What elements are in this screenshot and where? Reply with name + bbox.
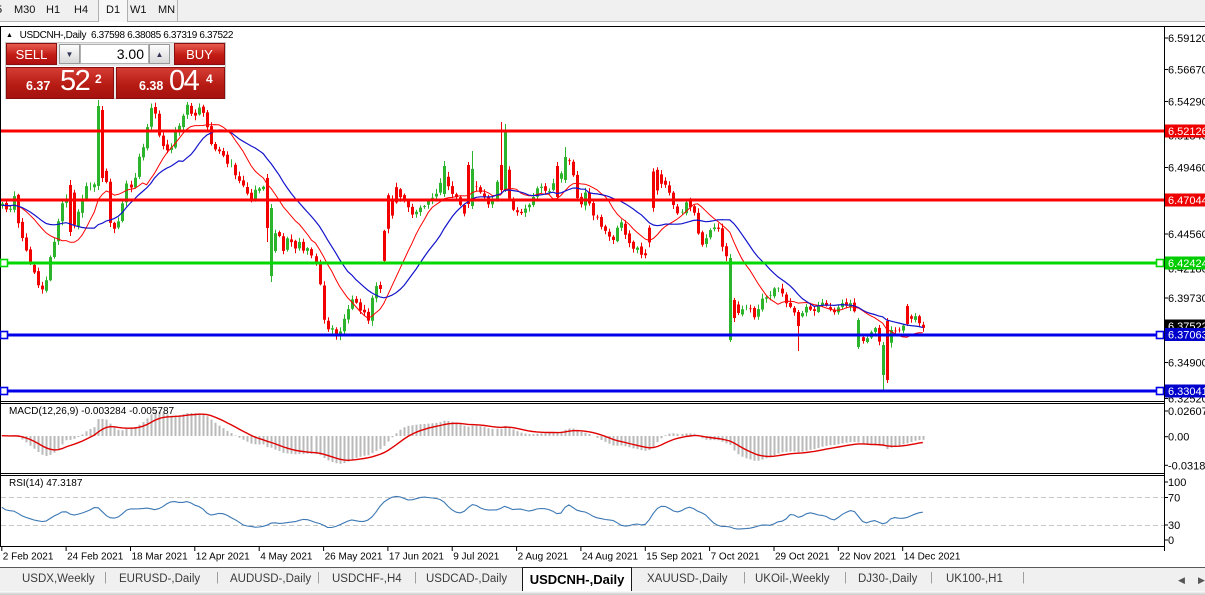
svg-text:6.47044: 6.47044	[1168, 195, 1205, 207]
svg-text:70: 70	[1168, 493, 1180, 505]
svg-text:14 Dec 2021: 14 Dec 2021	[904, 552, 961, 563]
svg-text:12 Apr 2021: 12 Apr 2021	[196, 552, 250, 563]
svg-text:RSI(14) 47.3187: RSI(14) 47.3187	[9, 478, 83, 489]
svg-text:2 Aug 2021: 2 Aug 2021	[518, 552, 569, 563]
svg-text:26 May 2021: 26 May 2021	[325, 552, 383, 563]
svg-text:7 Oct 2021: 7 Oct 2021	[711, 552, 760, 563]
svg-text:MACD(12,26,9) -0.003284 -0.005: MACD(12,26,9) -0.003284 -0.005787	[9, 406, 175, 417]
svg-text:6.39730: 6.39730	[1168, 293, 1205, 305]
svg-text:30: 30	[1168, 520, 1180, 532]
svg-text:6.54290: 6.54290	[1168, 97, 1205, 109]
svg-text:0.00: 0.00	[1168, 432, 1189, 444]
svg-text:6.34900: 6.34900	[1168, 358, 1205, 370]
svg-text:9 Jul 2021: 9 Jul 2021	[453, 552, 500, 563]
svg-text:6.59120: 6.59120	[1168, 33, 1205, 45]
svg-text:0: 0	[1168, 535, 1174, 547]
svg-text:22 Nov 2021: 22 Nov 2021	[839, 552, 896, 563]
svg-text:18 Mar 2021: 18 Mar 2021	[132, 552, 189, 563]
svg-text:15 Sep 2021: 15 Sep 2021	[646, 552, 703, 563]
svg-text:2 Feb 2021: 2 Feb 2021	[3, 552, 54, 563]
svg-text:6.52126: 6.52126	[1168, 126, 1205, 138]
svg-text:24 Aug 2021: 24 Aug 2021	[582, 552, 639, 563]
svg-text:0.02607: 0.02607	[1168, 406, 1205, 418]
svg-text:17 Jun 2021: 17 Jun 2021	[389, 552, 444, 563]
svg-text:6.56670: 6.56670	[1168, 65, 1205, 77]
svg-text:6.49460: 6.49460	[1168, 163, 1205, 175]
svg-text:24 Feb 2021: 24 Feb 2021	[67, 552, 124, 563]
svg-text:4 May 2021: 4 May 2021	[260, 552, 313, 563]
svg-text:6.42424: 6.42424	[1168, 258, 1205, 270]
svg-text:6.33041: 6.33041	[1168, 386, 1205, 398]
svg-text:6.44560: 6.44560	[1168, 229, 1205, 241]
svg-text:100: 100	[1168, 477, 1186, 489]
svg-text:-0.03187: -0.03187	[1168, 460, 1205, 472]
svg-text:29 Oct 2021: 29 Oct 2021	[775, 552, 830, 563]
svg-text:6.37063: 6.37063	[1168, 330, 1205, 342]
